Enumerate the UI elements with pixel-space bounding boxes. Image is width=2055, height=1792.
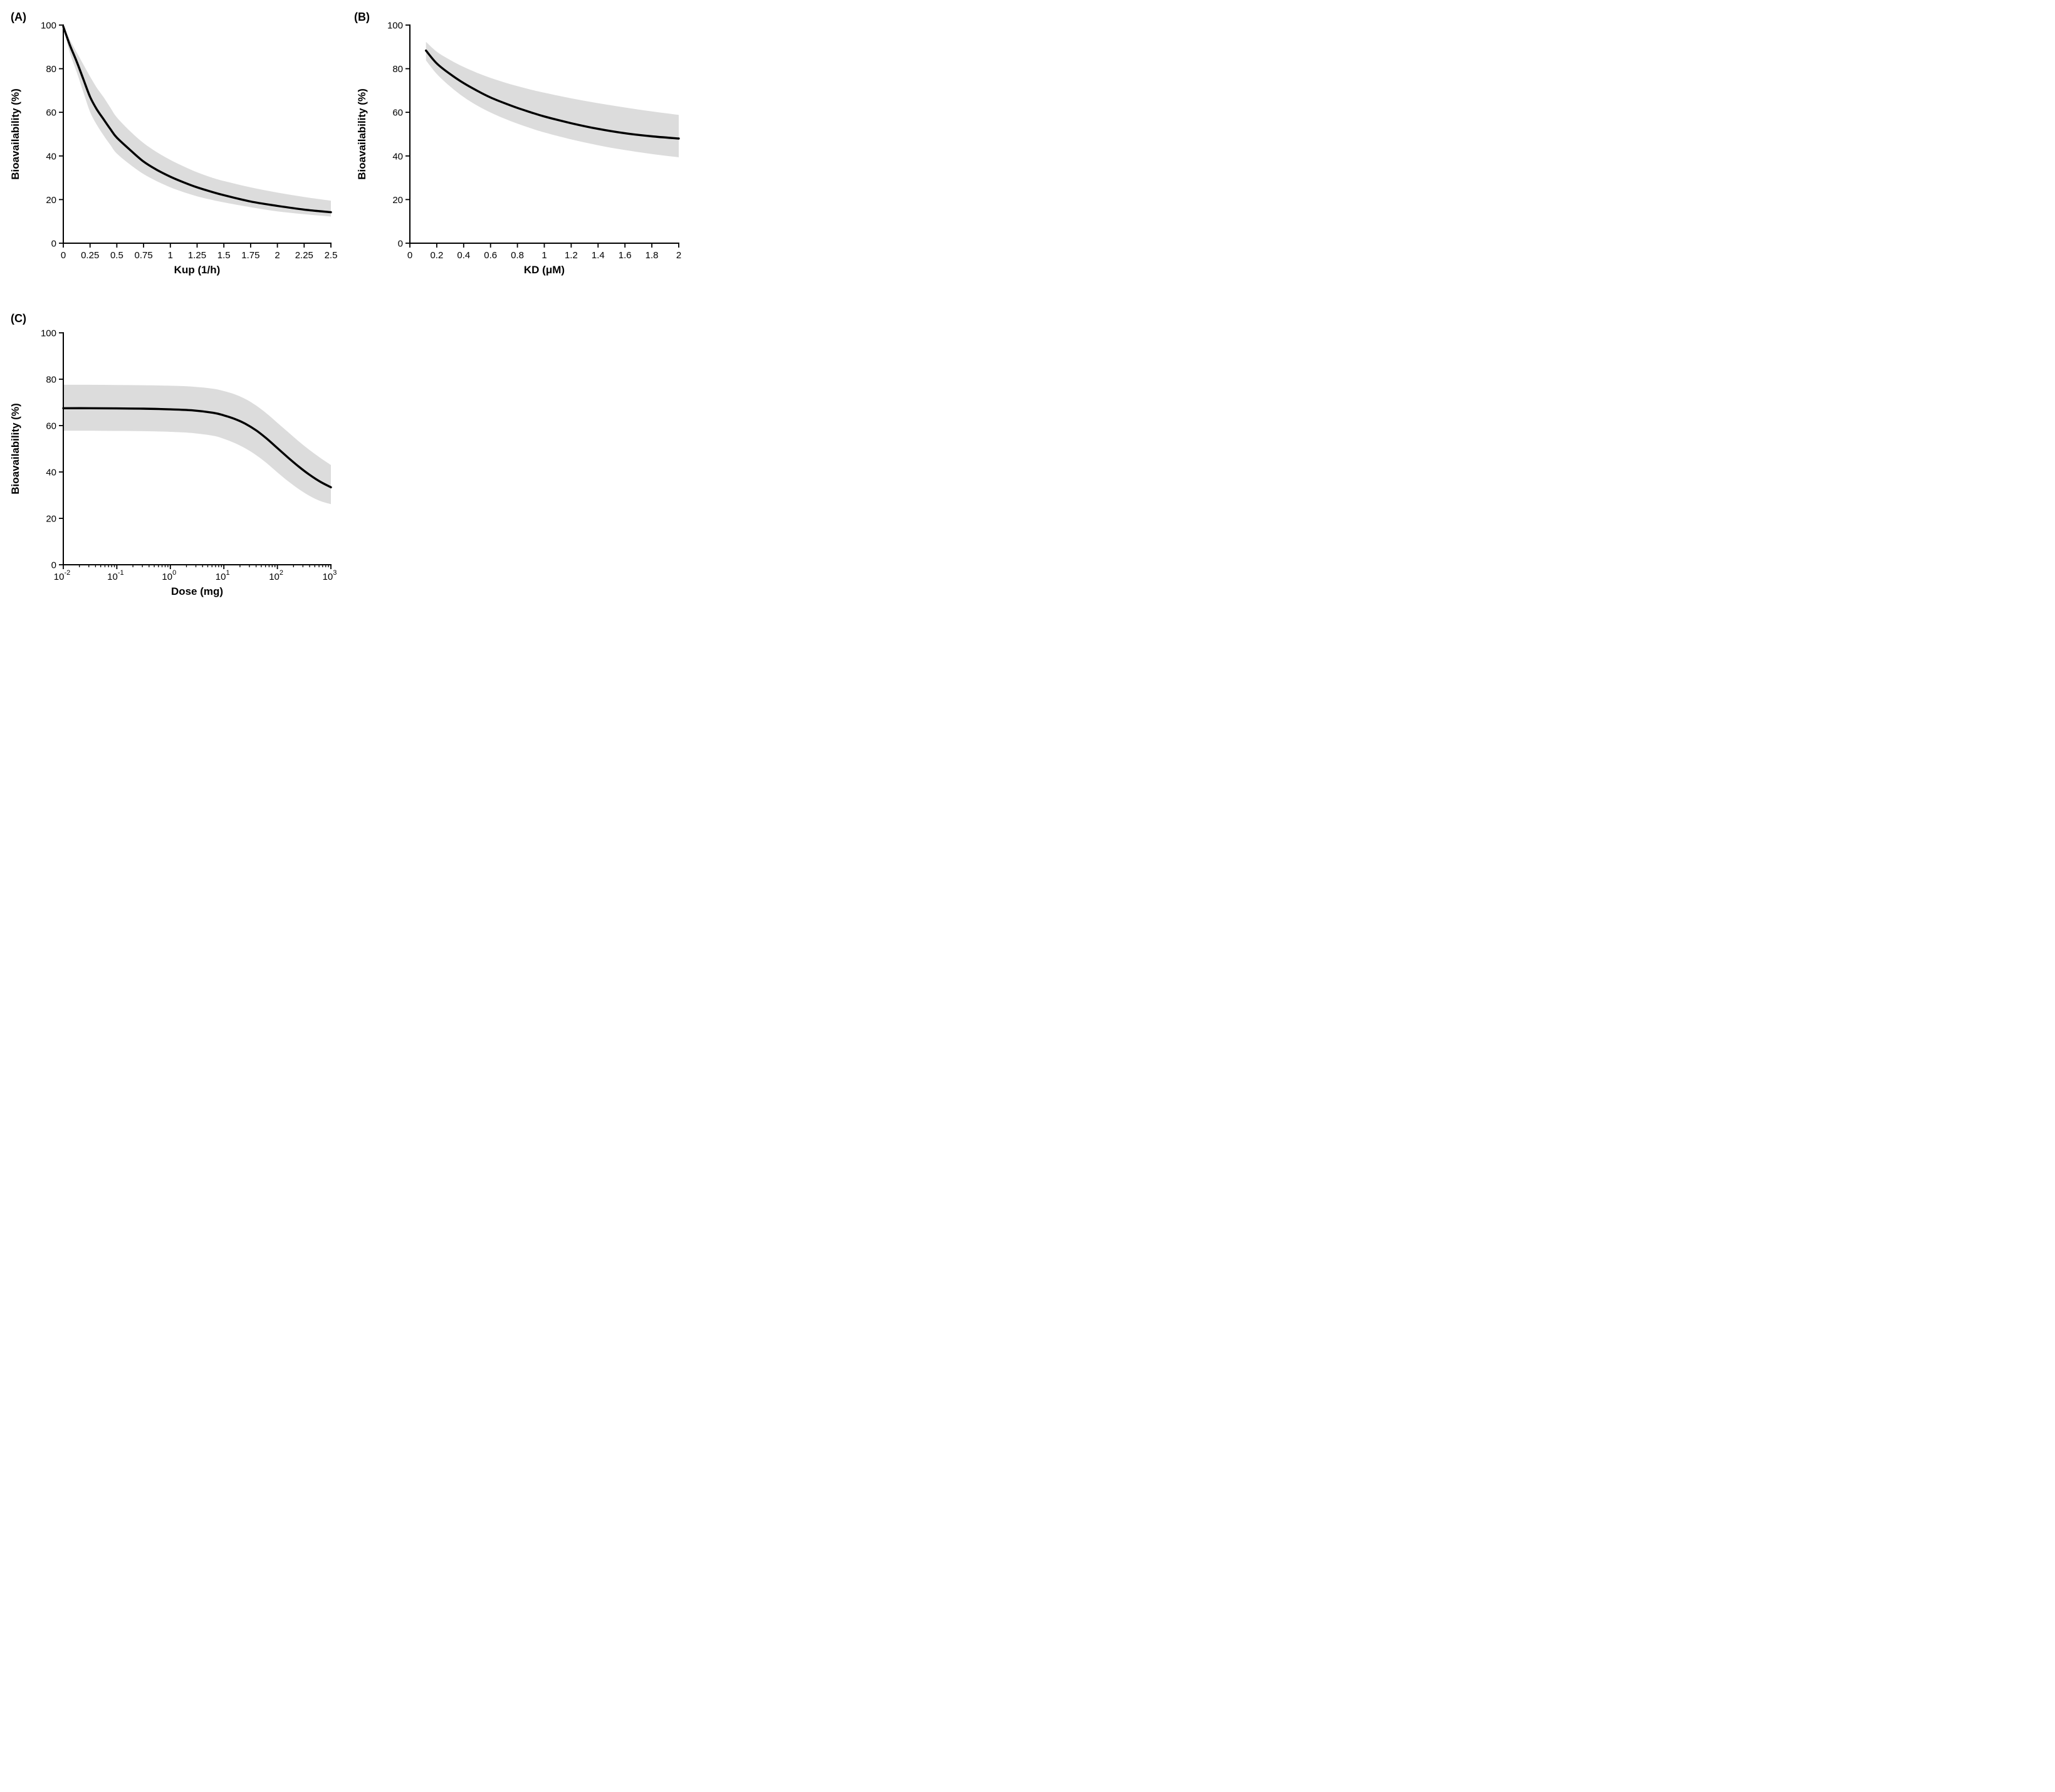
- y-tick-label: 80: [46, 375, 56, 385]
- y-tick-label: 100: [41, 21, 56, 31]
- x-axis-title: Dose (mg): [171, 585, 223, 597]
- x-tick-label: 0.75: [134, 250, 152, 261]
- x-tick-label: 2: [275, 250, 280, 261]
- x-tick-label: 0.2: [430, 250, 443, 261]
- x-tick-label: 0: [61, 250, 66, 261]
- y-tick-label: 40: [392, 151, 403, 162]
- figure-container: 0 0.25 0.5 0.75 1 1.25 1.5 1.75 2 2.25 2.5 0 20 40 60 8…: [0, 0, 685, 597]
- x-axis-title: Kup (1/h): [174, 264, 221, 276]
- x-tick-label: 1.25: [188, 250, 206, 261]
- x-tick-label: 1: [168, 250, 173, 261]
- y-tick-label: 0: [51, 239, 56, 249]
- confidence-band: [63, 384, 331, 505]
- x-tick-label: 0.5: [110, 250, 123, 261]
- x-tick-label: 1.75: [241, 250, 259, 261]
- panel-label-C: (C): [11, 312, 26, 325]
- prediction-curve: [62, 25, 332, 214]
- x-tick-label: 0.8: [511, 250, 524, 261]
- x-tick-label: 10-2: [54, 569, 70, 582]
- x-tick-label: 0.4: [457, 250, 470, 261]
- panel-label-A: (A): [11, 11, 26, 23]
- y-tick-label: 60: [46, 108, 56, 118]
- x-tick-label: 102: [269, 569, 283, 582]
- x-tick-label: 1.4: [592, 250, 605, 261]
- x-tick-label: 1.6: [619, 250, 632, 261]
- y-tick-label: 20: [46, 195, 56, 206]
- x-tick-label: 1: [541, 250, 546, 261]
- x-tick-label: 0.6: [484, 250, 497, 261]
- y-tick-label: 60: [392, 108, 403, 118]
- panel-A: 0 0.25 0.5 0.75 1 1.25 1.5 1.75 2 2.25 2.5 0 20 40 60 8…: [9, 11, 337, 276]
- y-tick-label: 100: [387, 21, 403, 31]
- y-tick-label: 20: [46, 514, 56, 525]
- x-tick-label: 2.5: [325, 250, 338, 261]
- y-tick-label: 20: [392, 195, 403, 206]
- x-tick-label: 10-1: [107, 569, 123, 582]
- prediction-curve: [425, 50, 680, 140]
- y-tick-label: 40: [46, 468, 56, 478]
- panel-C: 10-2 10-1 100 101 102 103 0 20 40 60 80 100 Dose (mg…: [9, 312, 337, 597]
- confidence-band: [426, 41, 679, 157]
- y-tick-label: 100: [41, 328, 56, 339]
- y-tick-label: 40: [46, 151, 56, 162]
- y-tick-label: 80: [392, 64, 403, 75]
- x-tick-label: 1.2: [565, 250, 578, 261]
- x-tick-label: 2.25: [295, 250, 313, 261]
- x-axis-title: KD (μM): [524, 264, 565, 276]
- panel-label-B: (B): [354, 11, 370, 23]
- x-tick-label: 0: [407, 250, 412, 261]
- y-axis-title: Bioavailability (%): [9, 403, 21, 494]
- prediction-curve: [62, 407, 332, 489]
- y-tick-label: 80: [46, 64, 56, 75]
- confidence-band: [63, 26, 331, 217]
- x-tick-label: 1.8: [646, 250, 659, 261]
- y-axis-title: Bioavailability (%): [9, 88, 21, 179]
- x-tick-label: 100: [162, 569, 176, 582]
- x-tick-label: 101: [216, 569, 230, 582]
- x-tick-label: 2: [676, 250, 681, 261]
- figure-svg: 0 0.25 0.5 0.75 1 1.25 1.5 1.75 2 2.25 2.502040608…: [9, 11, 681, 597]
- y-tick-label: 0: [51, 560, 56, 571]
- x-tick-label: 103: [323, 569, 337, 582]
- y-tick-label: 60: [46, 421, 56, 432]
- y-axis-title: Bioavailability (%): [356, 88, 368, 179]
- panel-B: 0 0.2 0.4 0.6 0.8 1 1.2 1.4 1.6 1.8 2020406080100K…: [354, 11, 681, 276]
- x-tick-label: 0.25: [81, 250, 99, 261]
- y-tick-label: 0: [398, 239, 403, 249]
- x-tick-label: 1.5: [217, 250, 231, 261]
